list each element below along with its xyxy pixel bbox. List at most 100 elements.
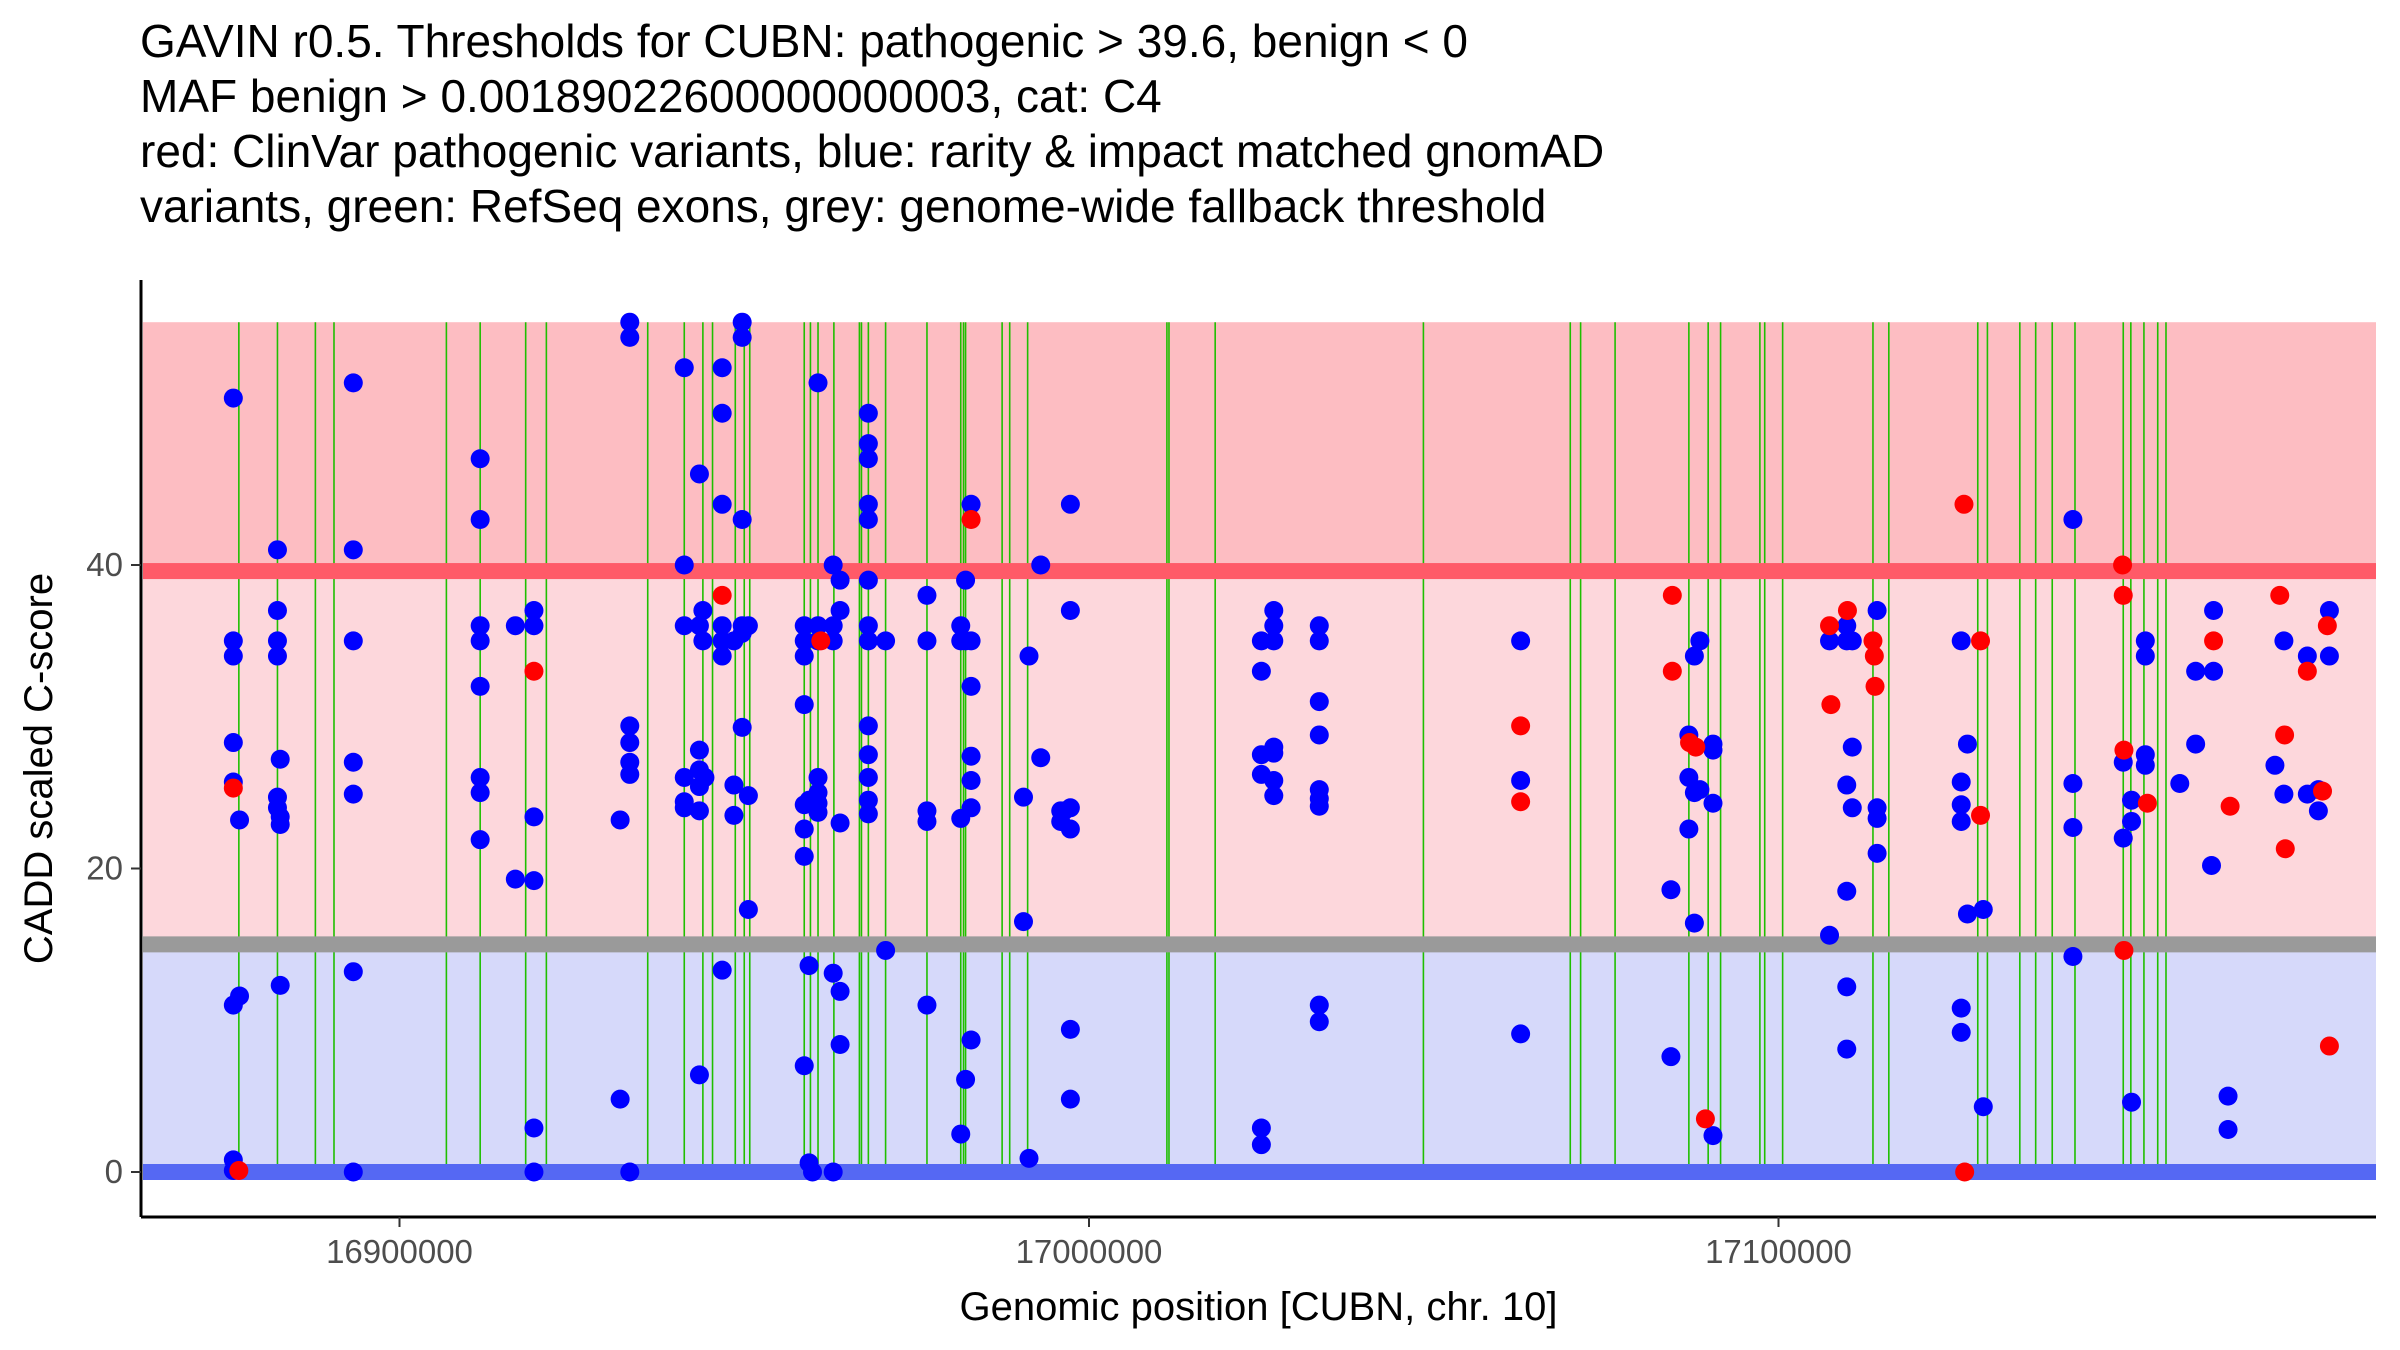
gnomad-point <box>858 509 878 529</box>
pathogenic-point <box>1954 494 1974 514</box>
gnomad-point <box>2122 811 2142 831</box>
gnomad-point <box>830 981 850 1001</box>
pathogenic-point <box>712 585 732 605</box>
gnomad-point <box>1837 881 1857 901</box>
gnomad-point <box>270 975 290 995</box>
gnomad-point <box>2135 755 2155 775</box>
pathogenic-point <box>2113 555 2133 575</box>
gnomad-point <box>712 494 732 514</box>
gnomad-point <box>858 494 878 514</box>
gnomad-point <box>1957 904 1977 924</box>
y-tick-label: 0 <box>105 1153 123 1190</box>
pathogenic-point <box>2317 616 2337 636</box>
gnomad-point <box>524 601 544 621</box>
gnomad-point <box>1679 819 1699 839</box>
data-points <box>223 312 2339 1182</box>
pathogenic-point <box>1864 646 1884 666</box>
gnomad-point <box>343 540 363 560</box>
gnomad-point <box>2265 755 2285 775</box>
pathogenic-point <box>2270 585 2290 605</box>
gnomad-point <box>2202 855 2222 875</box>
gnomad-point <box>524 871 544 891</box>
gnomad-point <box>524 1162 544 1182</box>
gnomad-point <box>858 570 878 590</box>
gnomad-point <box>2170 774 2190 794</box>
gnomad-point <box>470 616 490 636</box>
gnomad-point <box>858 616 878 636</box>
gnomad-point <box>808 373 828 393</box>
pathogenic-point <box>1971 631 1991 651</box>
fallback-threshold-line <box>143 936 2376 953</box>
gnomad-point <box>917 811 937 831</box>
gnomad-point <box>732 509 752 529</box>
pathogenic-point <box>1837 601 1857 621</box>
gnomad-point <box>1511 631 1531 651</box>
gnomad-point <box>823 1162 843 1182</box>
gnomad-point <box>738 786 758 806</box>
gnomad-point <box>1309 692 1329 712</box>
gnomad-point <box>1060 1089 1080 1109</box>
pathogenic-point <box>1511 716 1531 736</box>
gnomad-point <box>858 631 878 651</box>
pathogenic-point <box>223 778 243 798</box>
gnomad-point <box>1837 775 1857 795</box>
pathogenic-point <box>1662 585 1682 605</box>
gnomad-point <box>1309 995 1329 1015</box>
gnomad-point <box>524 807 544 827</box>
pathogenic-point <box>1863 631 1883 651</box>
gnomad-point <box>917 585 937 605</box>
gnomad-point <box>1661 880 1681 900</box>
gnomad-point <box>2113 828 2133 848</box>
x-tick-label: 17000000 <box>1016 1233 1163 1270</box>
gnomad-point <box>2122 1092 2142 1112</box>
gnomad-point <box>1031 555 1051 575</box>
pathogenic-threshold-line <box>143 563 2376 580</box>
gnomad-point <box>808 767 828 787</box>
gnomad-point <box>2186 734 2206 754</box>
pathogenic-point <box>1820 616 1840 636</box>
gnomad-point <box>1309 616 1329 636</box>
gnomad-point <box>1951 811 1971 831</box>
gnomad-point <box>830 1035 850 1055</box>
gnomad-point <box>1973 899 1993 919</box>
pathogenic-point <box>961 509 981 529</box>
pathogenic-point <box>2204 631 2224 651</box>
gnomad-point <box>2297 646 2317 666</box>
gnomad-point <box>674 555 694 575</box>
gnomad-point <box>830 570 850 590</box>
gnomad-point <box>794 695 814 715</box>
gnomad-point <box>858 403 878 423</box>
gnomad-point <box>823 555 843 575</box>
gnomad-point <box>951 616 971 636</box>
gnomad-point <box>267 631 287 651</box>
gnomad-point <box>343 631 363 651</box>
gnomad-point <box>470 449 490 469</box>
gnomad-point <box>267 540 287 560</box>
gnomad-point <box>1031 748 1051 768</box>
gnomad-point <box>1019 1148 1039 1168</box>
gnomad-point <box>858 767 878 787</box>
pathogenic-point <box>1971 805 1991 825</box>
pathogenic-point <box>2113 585 2133 605</box>
y-axis-title: CADD scaled C-score <box>17 573 61 964</box>
gnomad-point <box>1309 725 1329 745</box>
gnomad-point <box>674 767 694 787</box>
chart-title: GAVIN r0.5. Thresholds for CUBN: pathoge… <box>140 14 1604 234</box>
gnomad-point <box>343 373 363 393</box>
gnomad-point <box>1820 925 1840 945</box>
pathogenic-point <box>2275 839 2295 859</box>
gnomad-point <box>712 960 732 980</box>
gnomad-point <box>961 798 981 818</box>
gnomad-point <box>823 616 843 636</box>
gnomad-point <box>1264 616 1284 636</box>
gnomad-point <box>470 631 490 651</box>
pathogenic-point <box>2313 781 2333 801</box>
y-tick-label: 20 <box>86 850 123 887</box>
gnomad-point <box>858 790 878 810</box>
y-tick-label: 40 <box>86 546 123 583</box>
gnomad-point <box>2063 947 2083 967</box>
gnomad-point <box>961 746 981 766</box>
gnomad-point <box>1511 770 1531 790</box>
gnomad-point <box>2308 801 2328 821</box>
